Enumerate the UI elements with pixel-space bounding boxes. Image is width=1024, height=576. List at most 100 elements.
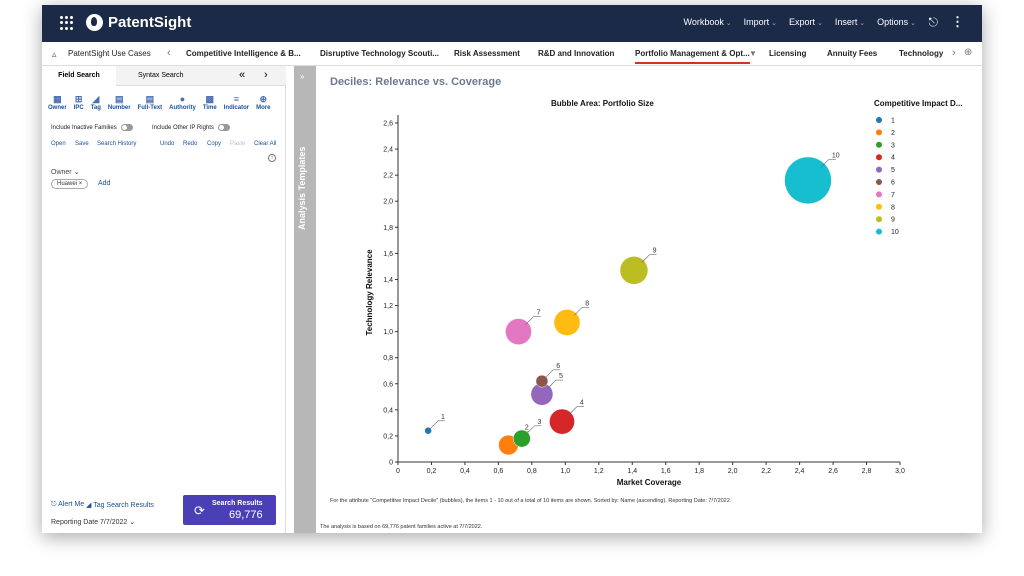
legend-marker-4	[876, 154, 882, 161]
bubble-leader-3	[526, 425, 535, 435]
authority-field-button[interactable]: ● Authority	[169, 94, 196, 111]
tab-syntax-search[interactable]: Syntax Search	[138, 72, 184, 79]
top-bar: PatentSight Workbook Import Export Inser…	[42, 5, 982, 42]
expand-right-icon[interactable]: »	[300, 72, 305, 81]
calendar-icon: ▩	[205, 94, 215, 104]
y-tick-label: 1,6	[383, 251, 393, 258]
tab-use-cases[interactable]: PatentSight Use Cases	[68, 49, 151, 58]
workbook-tabs: ▵ PatentSight Use Cases ‹ Competitive In…	[42, 42, 982, 66]
copy-link[interactable]: Copy	[207, 141, 222, 147]
tag-search-results-link[interactable]: ◢ Tag Search Results	[86, 502, 154, 509]
y-tick-label: 0,2	[383, 433, 393, 440]
tab-rd-innovation[interactable]: R&D and Innovation	[538, 49, 615, 58]
collapse-left-icon[interactable]: «	[239, 69, 246, 81]
bubble-8	[553, 309, 581, 336]
tab-technology[interactable]: Technology C	[899, 49, 943, 58]
reporting-date-select[interactable]: Reporting Date 7/7/2022 ⌄	[51, 519, 136, 526]
top-menus: Workbook Import Export Insert Options	[684, 17, 917, 27]
legend-label-9: 9	[891, 217, 895, 224]
tabs-next-icon[interactable]: ›	[952, 47, 956, 59]
other-ip-toggle[interactable]	[217, 124, 230, 131]
y-tick-label: 1,2	[383, 303, 393, 310]
tag-field-button[interactable]: ◢ Tag	[90, 94, 101, 111]
alert-me-link[interactable]: ⎋ Alert Me	[51, 501, 85, 508]
clear-all-link[interactable]: Clear All	[254, 141, 277, 147]
open-link[interactable]: Open	[51, 141, 66, 147]
indicator-field-button[interactable]: ≡ Indicator	[223, 94, 250, 111]
y-tick-label: 2,2	[383, 173, 393, 180]
menu-workbook[interactable]: Workbook	[684, 17, 732, 27]
x-tick-label: 2,6	[828, 468, 838, 475]
time-field-button[interactable]: ▩ Time	[202, 94, 217, 111]
refresh-icon: ⟳	[194, 503, 205, 518]
bubble-label-1: 1	[441, 414, 445, 421]
owner-chip[interactable]: Huawei ×	[51, 179, 89, 189]
next-icon[interactable]: ›	[264, 69, 268, 81]
x-tick-label: 0	[396, 468, 400, 475]
plus-circle-icon: ⊕	[259, 94, 268, 104]
x-tick-label: 0,6	[494, 468, 504, 475]
legend-label-1: 1	[891, 118, 895, 125]
remove-chip-icon[interactable]: ×	[78, 181, 83, 187]
more-field-button[interactable]: ⊕ More	[256, 94, 271, 111]
redo-link[interactable]: Redo	[183, 141, 198, 147]
legend-title: Competitive Impact D...	[874, 99, 962, 108]
app-grid-icon[interactable]	[60, 16, 74, 30]
menu-export[interactable]: Export	[789, 17, 823, 27]
tab-disruptive-technology[interactable]: Disruptive Technology Scouti...	[320, 49, 439, 58]
x-tick-label: 2,0	[728, 468, 738, 475]
tab-risk-assessment[interactable]: Risk Assessment	[454, 49, 520, 58]
menu-import[interactable]: Import	[744, 17, 777, 27]
x-tick-label: 0,8	[527, 468, 537, 475]
tab-dropdown-icon[interactable]: ▼	[749, 49, 757, 58]
legend-label-8: 8	[891, 204, 895, 211]
search-results-button[interactable]: ⟳ Search Results 69,776	[183, 495, 276, 525]
tab-portfolio-management[interactable]: Portfolio Management & Opt...	[635, 49, 750, 64]
tab-licensing[interactable]: Licensing	[769, 49, 807, 58]
search-mode-tabs: Field Search Syntax Search « ›	[42, 66, 286, 86]
y-tick-label: 0,4	[383, 407, 393, 414]
legend-marker-9	[876, 216, 882, 223]
legend-marker-7	[876, 191, 882, 198]
fulltext-field-button[interactable]: ▤ Full-Text	[137, 94, 163, 111]
bubble-leader-7	[525, 316, 534, 325]
owner-filter-label[interactable]: Owner ⌄	[51, 169, 80, 176]
bubble-leader-10	[820, 159, 830, 168]
bubble-label-5: 5	[559, 373, 563, 380]
bubble-label-10: 10	[832, 152, 840, 159]
save-link[interactable]: Save	[75, 141, 89, 147]
more-vertical-icon[interactable]: ⋮	[951, 14, 964, 29]
info-icon[interactable]: i	[268, 154, 276, 162]
add-tab-icon[interactable]: ⊕	[964, 47, 973, 58]
analysis-templates-bar[interactable]: » Analysis Templates	[294, 66, 316, 533]
legend-label-4: 4	[891, 155, 895, 162]
chart-footnote: For the attribute "Competitive Impact De…	[330, 498, 732, 504]
search-history-link[interactable]: Search History	[97, 141, 137, 147]
bubble-leader-1	[429, 420, 439, 429]
tabs-prev-icon[interactable]: ‹	[167, 47, 171, 59]
bell-icon[interactable]: ⎋	[928, 15, 939, 29]
ipc-field-button[interactable]: ⊞ IPC	[73, 94, 84, 111]
folder-icon: ▵	[52, 49, 57, 59]
paste-link[interactable]: Paste	[230, 141, 246, 147]
bubble-label-6: 6	[556, 363, 560, 370]
bubble-label-8: 8	[585, 300, 589, 307]
tab-field-search[interactable]: Field Search	[42, 66, 116, 86]
tab-annuity-fees[interactable]: Annuity Fees	[827, 49, 878, 58]
building-icon: ▦	[53, 94, 62, 104]
legend-label-6: 6	[891, 180, 895, 187]
menu-insert[interactable]: Insert	[835, 17, 865, 27]
x-tick-label: 1,8	[694, 468, 704, 475]
inactive-families-toggle[interactable]	[120, 124, 133, 131]
x-tick-label: 1,0	[560, 468, 570, 475]
x-tick-label: 3,0	[895, 468, 905, 475]
menu-options[interactable]: Options	[877, 17, 916, 27]
owner-field-button[interactable]: ▦ Owner	[48, 94, 67, 111]
number-field-button[interactable]: ▤ Number	[107, 94, 131, 111]
tab-competitive-intelligence[interactable]: Competitive Intelligence & B...	[186, 49, 301, 58]
y-tick-label: 2,6	[383, 121, 393, 128]
add-owner-link[interactable]: Add	[98, 180, 111, 187]
undo-link[interactable]: Undo	[160, 141, 175, 147]
bubble-label-3: 3	[538, 419, 542, 426]
legend-label-10: 10	[891, 229, 899, 236]
